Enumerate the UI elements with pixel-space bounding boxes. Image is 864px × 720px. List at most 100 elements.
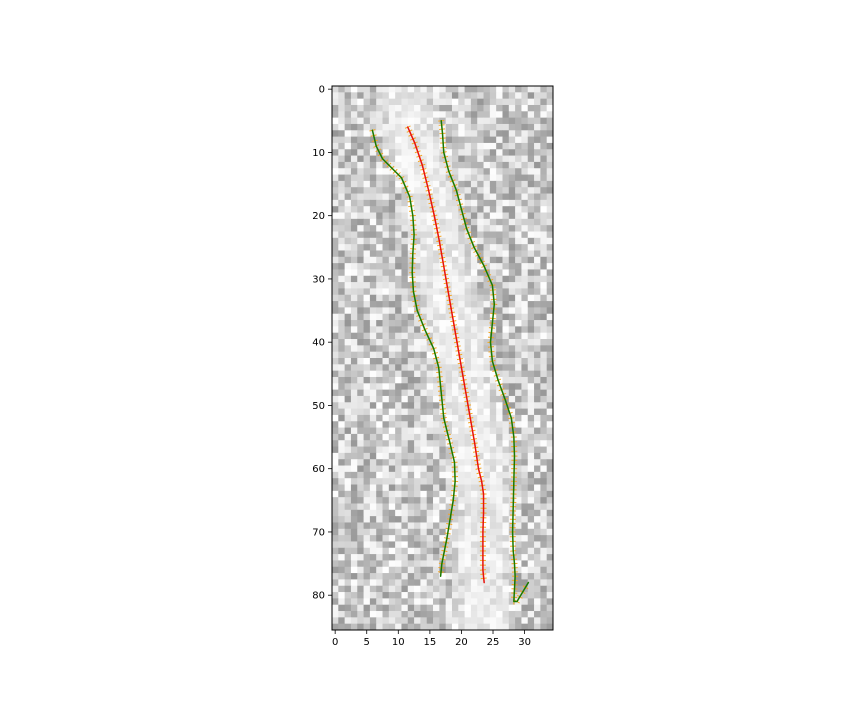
image-pixel bbox=[376, 617, 383, 625]
image-pixel bbox=[414, 440, 421, 447]
image-pixel bbox=[515, 218, 522, 226]
image-pixel bbox=[338, 623, 346, 630]
image-pixel bbox=[489, 123, 497, 131]
image-pixel bbox=[515, 142, 522, 150]
image-pixel bbox=[477, 263, 484, 270]
image-pixel bbox=[445, 155, 453, 163]
image-pixel bbox=[540, 573, 548, 580]
image-pixel bbox=[401, 155, 409, 163]
image-pixel bbox=[382, 263, 390, 270]
image-pixel bbox=[540, 497, 548, 504]
image-pixel bbox=[338, 111, 346, 119]
x-tick-label: 15 bbox=[424, 637, 437, 648]
image-pixel bbox=[451, 617, 459, 625]
image-pixel bbox=[496, 301, 503, 308]
image-pixel bbox=[388, 370, 396, 378]
image-pixel bbox=[445, 187, 453, 194]
image-pixel bbox=[458, 98, 465, 106]
image-pixel bbox=[357, 509, 364, 517]
image-pixel bbox=[338, 516, 346, 523]
image-pixel bbox=[439, 535, 447, 542]
image-pixel bbox=[350, 142, 358, 150]
image-pixel bbox=[496, 573, 503, 580]
image-pixel bbox=[483, 345, 491, 353]
image-pixel bbox=[502, 509, 510, 517]
image-pixel bbox=[508, 250, 516, 258]
image-pixel bbox=[527, 320, 535, 327]
image-pixel bbox=[496, 503, 503, 511]
image-pixel bbox=[477, 149, 484, 156]
image-pixel bbox=[414, 332, 421, 340]
image-pixel bbox=[382, 237, 390, 245]
image-pixel bbox=[420, 92, 428, 100]
image-pixel bbox=[414, 484, 421, 492]
image-pixel bbox=[458, 358, 465, 365]
image-pixel bbox=[401, 376, 409, 384]
image-pixel bbox=[477, 212, 484, 220]
image-pixel bbox=[433, 174, 440, 182]
image-pixel bbox=[350, 566, 358, 574]
image-pixel bbox=[332, 98, 339, 106]
image-pixel bbox=[502, 130, 510, 138]
image-pixel bbox=[489, 535, 497, 542]
image-pixel bbox=[388, 503, 396, 511]
image-pixel bbox=[414, 339, 421, 346]
image-pixel bbox=[420, 446, 428, 454]
image-pixel bbox=[458, 459, 465, 466]
image-pixel bbox=[376, 225, 383, 232]
image-pixel bbox=[515, 225, 522, 232]
image-pixel bbox=[420, 376, 428, 384]
image-pixel bbox=[382, 301, 390, 308]
image-pixel bbox=[464, 326, 472, 334]
image-pixel bbox=[451, 130, 459, 138]
image-pixel bbox=[350, 433, 358, 441]
image-pixel bbox=[344, 440, 352, 447]
image-pixel bbox=[414, 244, 421, 251]
image-pixel bbox=[502, 294, 510, 302]
image-pixel bbox=[369, 301, 377, 308]
image-pixel bbox=[426, 623, 434, 630]
image-pixel bbox=[451, 598, 459, 606]
image-pixel bbox=[451, 288, 459, 296]
image-pixel bbox=[344, 187, 352, 194]
image-pixel bbox=[350, 478, 358, 485]
y-tick-label: 0 bbox=[319, 85, 325, 96]
image-pixel bbox=[350, 218, 358, 226]
image-pixel bbox=[527, 408, 535, 416]
image-pixel bbox=[401, 383, 409, 391]
image-pixel bbox=[407, 452, 415, 460]
image-pixel bbox=[483, 130, 491, 138]
image-pixel bbox=[433, 269, 440, 277]
image-pixel bbox=[451, 212, 459, 220]
image-pixel bbox=[464, 339, 472, 346]
image-pixel bbox=[395, 155, 402, 163]
image-pixel bbox=[464, 585, 472, 593]
image-pixel bbox=[363, 623, 371, 630]
image-pixel bbox=[483, 86, 491, 93]
image-pixel bbox=[502, 516, 510, 523]
image-pixel bbox=[445, 560, 453, 568]
image-pixel bbox=[458, 117, 465, 125]
image-pixel bbox=[515, 149, 522, 156]
image-pixel bbox=[388, 579, 396, 587]
image-pixel bbox=[521, 370, 529, 378]
image-pixel bbox=[433, 389, 440, 397]
image-pixel bbox=[420, 547, 428, 555]
image-pixel bbox=[395, 136, 402, 144]
x-tick-label: 25 bbox=[487, 637, 500, 648]
image-pixel bbox=[420, 351, 428, 359]
image-pixel bbox=[521, 142, 529, 150]
image-pixel bbox=[464, 180, 472, 188]
image-pixel bbox=[521, 465, 529, 473]
image-pixel bbox=[357, 611, 364, 618]
image-pixel bbox=[382, 269, 390, 277]
image-pixel bbox=[414, 225, 421, 232]
image-pixel bbox=[445, 497, 453, 504]
image-pixel bbox=[350, 471, 358, 479]
image-pixel bbox=[369, 155, 377, 163]
image-pixel bbox=[332, 269, 339, 277]
image-pixel bbox=[489, 528, 497, 536]
image-pixel bbox=[420, 370, 428, 378]
image-pixel bbox=[515, 339, 522, 346]
image-pixel bbox=[502, 370, 510, 378]
